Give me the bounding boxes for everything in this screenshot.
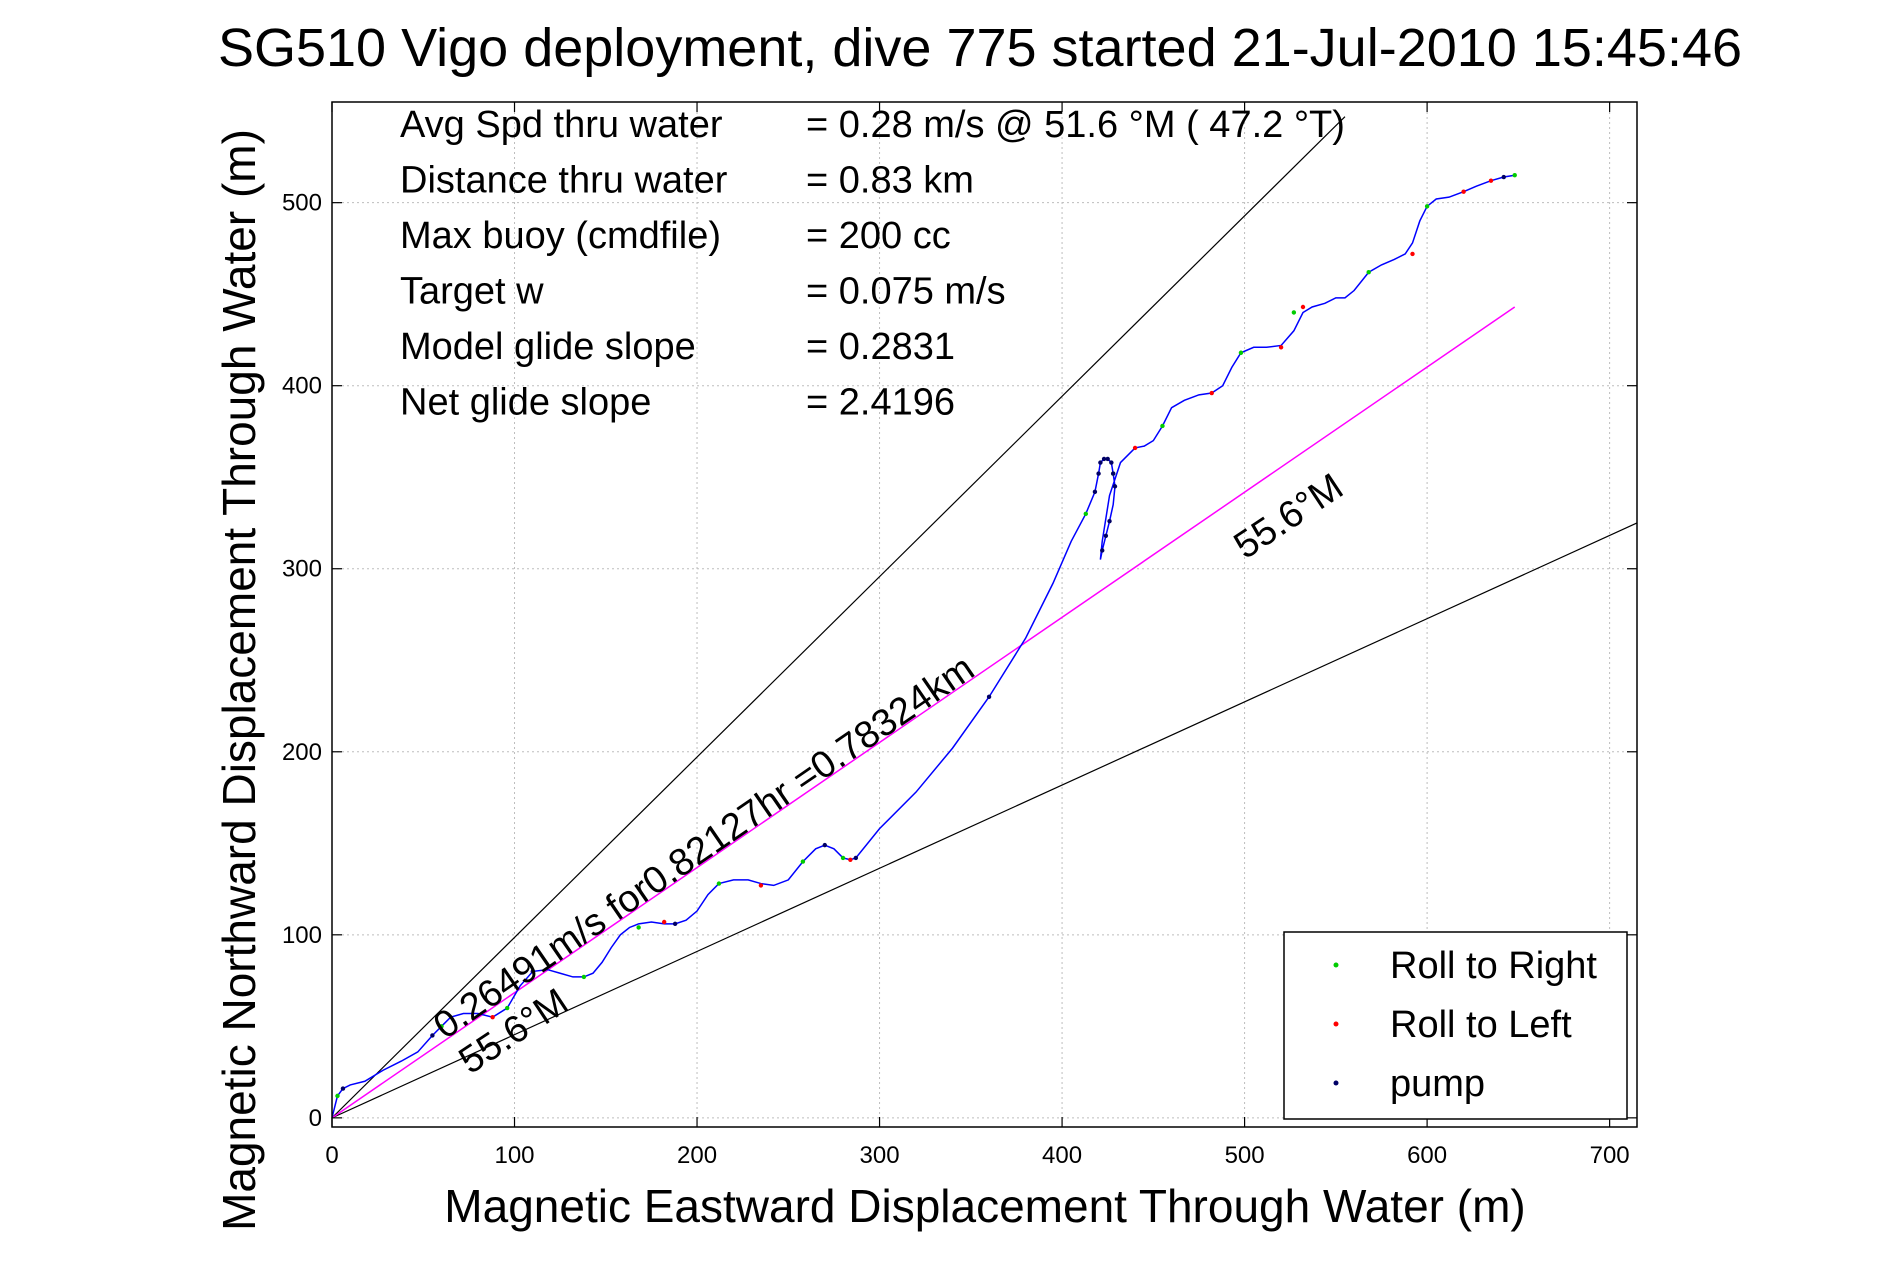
stat-value: = 0.83 km [806,160,974,202]
x-tick-label: 100 [494,1142,534,1169]
marker-roll-to-right [439,1024,444,1029]
marker-pump [1110,471,1116,476]
x-tick-label: 500 [1225,1142,1265,1169]
x-tick-label: 300 [860,1142,900,1169]
marker-roll-to-left [1488,178,1494,183]
marker-roll-to-right [581,974,587,980]
legend: Roll to Right Roll to Left pump [1283,931,1628,1120]
marker-pump [853,855,859,861]
marker-roll-to-right [800,859,806,864]
x-axis-label: Magnetic Eastward Displacement Through W… [444,1180,1525,1232]
stat-label: Max buoy (cmdfile) [400,215,721,257]
stat-value: = 0.2831 [806,326,955,368]
stat-value: = 0.28 m/s @ 51.6 °M ( 47.2 °T) [806,104,1345,146]
x-tick-label: 400 [1042,1142,1082,1169]
stat-label: Net glide slope [400,382,651,424]
heading-line [332,306,1516,1119]
marker-pump [1501,174,1506,180]
stat-value: = 200 cc [806,215,951,257]
track-line [332,174,1515,1119]
marker-pump [1092,489,1098,495]
y-tick-label: 200 [282,739,322,766]
marker-roll-to-right [1512,173,1517,178]
stat-label: Avg Spd thru water [400,104,723,146]
marker-pump [1112,484,1118,489]
marker-pump [1109,460,1114,465]
envelope-line [332,116,1346,1119]
y-tick-label: 0 [309,1105,322,1132]
legend-box [1283,931,1628,1120]
legend-label-roll-left: Roll to Left [1390,1004,1572,1046]
stats-block: Avg Spd thru water = 0.28 m/s @ 51.6 °M (… [400,104,1345,424]
stat-label: Model glide slope [400,326,696,368]
envelope-lines [332,116,1637,1119]
marker-pump [986,694,992,700]
x-tick-label: 0 [325,1142,338,1169]
x-tick-label: 600 [1407,1142,1447,1169]
marker-pump [530,969,535,974]
marker-roll-to-left [1278,345,1284,350]
y-tick-label: 300 [282,556,322,583]
y-tick-label: 400 [282,373,322,400]
track-markers [335,173,1517,1099]
legend-marker-roll-right [1333,962,1339,968]
marker-roll-to-left [1300,304,1306,310]
marker-roll-to-left [758,883,764,888]
marker-pump [1096,471,1101,476]
marker-roll-to-right [1160,423,1165,429]
marker-roll-to-left [848,857,853,862]
marker-roll-to-left [1410,251,1415,257]
y-tick-label: 100 [282,922,322,949]
plot-area: 0 100 200 300 400 500 600 700 0 100 200 300 400 500 [282,101,1638,1169]
marker-pump [430,1033,435,1038]
y-axis-ticks: 0 100 200 300 400 500 [282,190,1637,1132]
marker-roll-to-right [840,855,846,861]
y-tick-label: 500 [282,190,322,217]
legend-marker-roll-left [1333,1021,1339,1027]
marker-roll-to-right [505,1005,510,1011]
plot-frame [331,101,1638,1128]
marker-roll-to-right [1238,350,1244,355]
marker-pump [1107,518,1112,524]
marker-pump [1101,456,1107,462]
stat-label: Target w [400,271,544,313]
stat-value: = 2.4196 [806,382,955,424]
marker-roll-to-right [636,925,641,930]
chart-title: SG510 Vigo deployment, dive 775 started … [218,18,1742,78]
x-tick-label: 700 [1590,1142,1630,1169]
marker-roll-to-left [1461,189,1466,194]
marker-roll-to-left [490,1014,495,1020]
envelope-line [332,522,1637,1119]
marker-pump [1100,548,1105,553]
x-tick-label: 200 [677,1142,717,1169]
marker-roll-to-right [335,1093,340,1099]
marker-pump [1105,456,1110,462]
marker-roll-to-left [1209,390,1214,396]
x-axis-ticks: 0 100 200 300 400 500 600 700 [325,102,1630,1169]
y-axis-label: Magnetic Northward Displacement Through … [213,129,265,1231]
stat-value: = 0.075 m/s [806,271,1006,313]
marker-pump [672,921,678,927]
marker-pump [340,1086,346,1091]
legend-label-pump: pump [1390,1063,1485,1105]
marker-pump [1098,460,1103,465]
marker-roll-to-right [1366,270,1371,275]
marker-roll-to-left [661,919,667,925]
legend-marker-pump [1333,1080,1339,1086]
stat-label: Distance thru water [400,160,728,202]
marker-roll-to-right [1083,511,1088,517]
marker-roll-to-left [1132,445,1138,451]
marker-pump [822,842,827,848]
marker-pump [1103,533,1109,538]
marker-roll-to-right [1291,310,1297,315]
marker-roll-to-right [716,881,722,886]
marker-roll-to-right [1424,204,1430,209]
legend-label-roll-right: Roll to Right [1390,945,1597,987]
